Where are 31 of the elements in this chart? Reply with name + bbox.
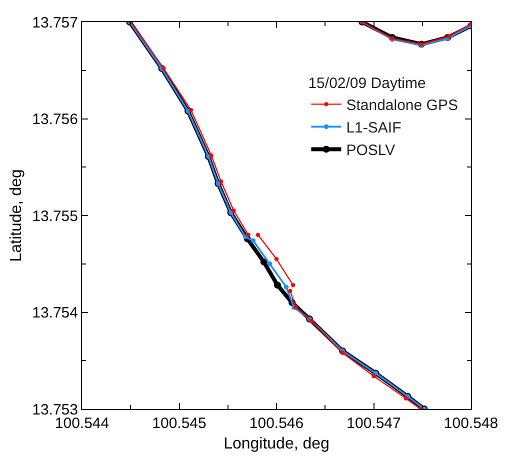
point xyxy=(256,232,260,237)
y-tick-label: 13.754 xyxy=(32,304,78,322)
y-axis-title: Latitude, deg xyxy=(8,169,26,262)
y-tick-label: 13.755 xyxy=(32,208,78,225)
point xyxy=(250,238,256,244)
point xyxy=(188,108,194,112)
x-axis-title: Longitude, deg xyxy=(224,436,330,453)
x-tick-label: 100.546 xyxy=(249,415,304,432)
y-tick-label: 13.756 xyxy=(32,111,78,128)
point xyxy=(246,232,250,237)
legend-label: Standalone GPS xyxy=(346,97,458,114)
point xyxy=(372,374,376,378)
legend-label: POSLV xyxy=(346,142,396,160)
legend-title: 15/02/09 Daytime xyxy=(308,74,426,92)
point xyxy=(232,208,236,213)
point xyxy=(284,284,289,290)
y-tick-label: 13.757 xyxy=(32,14,78,32)
point xyxy=(209,153,214,158)
x-tick-label: 100.545 xyxy=(152,415,206,432)
point xyxy=(404,396,408,400)
x-tick-label: 100.548 xyxy=(444,415,498,432)
point xyxy=(274,282,281,289)
point xyxy=(162,66,166,71)
point xyxy=(274,256,279,262)
point xyxy=(288,288,292,294)
x-tick-label: 100.547 xyxy=(346,415,401,432)
point xyxy=(290,283,296,288)
point xyxy=(267,261,272,266)
legend-label: L1-SAIF xyxy=(346,120,402,137)
point xyxy=(260,258,268,266)
point xyxy=(218,180,224,184)
